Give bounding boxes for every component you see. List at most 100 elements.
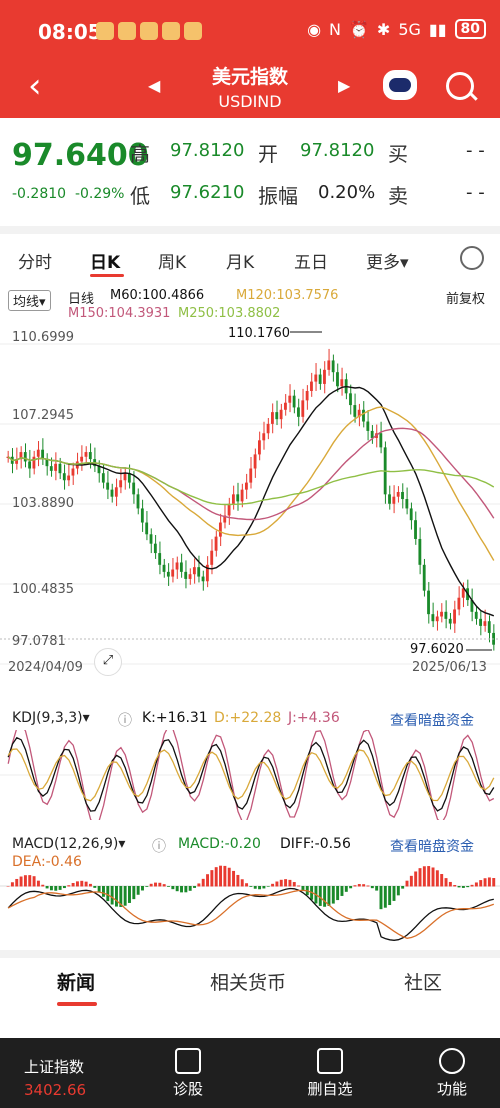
candle-body [418,538,422,565]
candle-body [97,466,101,474]
candle-body [210,550,214,565]
kdj-j-value: J:+4.36 [288,710,340,726]
candle-body [123,473,127,481]
m150-label: M150:104.3931 [68,306,171,321]
candle-body [214,536,218,551]
macd-bar [36,880,40,887]
index-ticker[interactable]: 上证指数 3402.66 [24,1056,86,1099]
candle-body [197,567,201,577]
remove-watchlist-button[interactable]: 删自选 [300,1048,360,1099]
macd-bar [453,885,457,887]
m250-label: M250:103.8802 [178,306,281,321]
dark-pool-link[interactable]: 查看暗盘资金 [390,713,474,729]
tab-weekly-k[interactable]: 周K [158,253,187,273]
macd-bar [448,881,452,887]
candle-body [379,433,383,448]
candle-body [158,553,162,565]
dark-pool-link[interactable]: 查看暗盘资金 [390,839,474,855]
candle-body [340,379,344,387]
period-label: 日线 [68,292,95,307]
functions-button[interactable]: 功能 [432,1048,472,1099]
candlestick-chart[interactable] [0,324,500,674]
next-instrument-icon[interactable]: ▶ [338,76,351,95]
bottom-navbar: 上证指数 3402.66 诊股 删自选 功能 [0,1038,500,1108]
chart-settings-icon[interactable] [460,246,484,270]
tab-daily-k[interactable]: 日K [90,253,121,273]
candle-body [474,611,478,619]
candle-body [153,543,157,554]
macd-bar [357,884,361,887]
candle-body [227,503,231,516]
app-notification-icon [140,22,158,40]
candle-body [323,369,326,384]
macd-bar [414,871,418,887]
open-value: 97.8120 [300,140,375,161]
candle-body [301,400,305,417]
candle-body [54,463,58,471]
candle-body [362,409,365,422]
prev-instrument-icon[interactable]: ◀ [148,76,161,95]
candle-body [19,452,23,460]
macd-bar [388,886,392,906]
assistant-robot-icon[interactable] [383,70,417,100]
candle-body [487,621,491,633]
tab-community[interactable]: 社区 [404,972,443,994]
macd-indicator-selector[interactable]: MACD(12,26,9)▾ [12,836,126,852]
macd-bar [297,885,301,887]
m60-line [7,385,495,617]
macd-bar [180,886,183,893]
macd-bar [344,886,348,892]
buy-value: - - [466,140,485,161]
macd-bar [236,874,240,887]
macd-bar [214,867,218,887]
tab-intraday[interactable]: 分时 [18,253,52,273]
macd-bar [392,886,396,901]
macd-bar [353,885,357,887]
macd-bar [67,885,71,887]
tab-five-day[interactable]: 五日 [294,253,328,273]
diagnose-button[interactable]: 诊股 [168,1048,208,1099]
y-tick-label: 97.0781 [12,634,66,649]
min-price-annotation: 97.6020 [410,642,464,657]
help-icon[interactable]: ⓘ [152,839,166,855]
macd-bar [288,879,292,887]
macd-bar [340,886,344,896]
macd-bar [49,886,53,891]
period-tabs: 分时 日K 周K 月K 五日 更多▾ [0,238,500,280]
adjust-button[interactable]: 前复权 [446,292,486,307]
app-notification-icon [162,22,180,40]
candle-body [171,569,175,577]
candle-body [45,459,49,467]
candle-body [422,564,426,591]
candle-body [71,468,75,476]
macd-bar [149,883,153,887]
macd-bar [249,886,253,887]
candle-body [106,482,110,490]
candle-body [188,574,192,579]
candle-body [405,499,409,509]
candle-body [145,522,149,535]
tab-monthly-k[interactable]: 月K [226,253,255,273]
macd-bar [232,870,236,887]
macd-bar [184,886,188,893]
kdj-indicator-selector[interactable]: KDJ(9,3,3)▾ [12,710,90,726]
candle-body [483,621,487,626]
search-icon[interactable] [446,72,474,100]
help-icon[interactable]: ⓘ [118,713,132,729]
back-icon[interactable]: ‹ [28,66,42,106]
candle-body [110,489,114,497]
macd-bar [119,886,123,907]
candle-body [314,374,318,382]
index-value: 3402.66 [24,1081,87,1099]
menu-icon [439,1048,465,1074]
tab-news[interactable]: 新闻 [57,972,96,994]
status-time: 08:05 [38,20,102,44]
candle-body [388,494,391,504]
y-tick-label: 103.8890 [12,496,75,511]
fullscreen-icon[interactable]: ⤢ [94,648,122,676]
tab-more[interactable]: 更多▾ [366,253,409,273]
low-label: 低 [130,184,150,208]
tab-related-currencies[interactable]: 相关货币 [210,972,287,994]
candle-body [223,515,227,523]
ma-selector-button[interactable]: 均线▾ [8,290,51,311]
